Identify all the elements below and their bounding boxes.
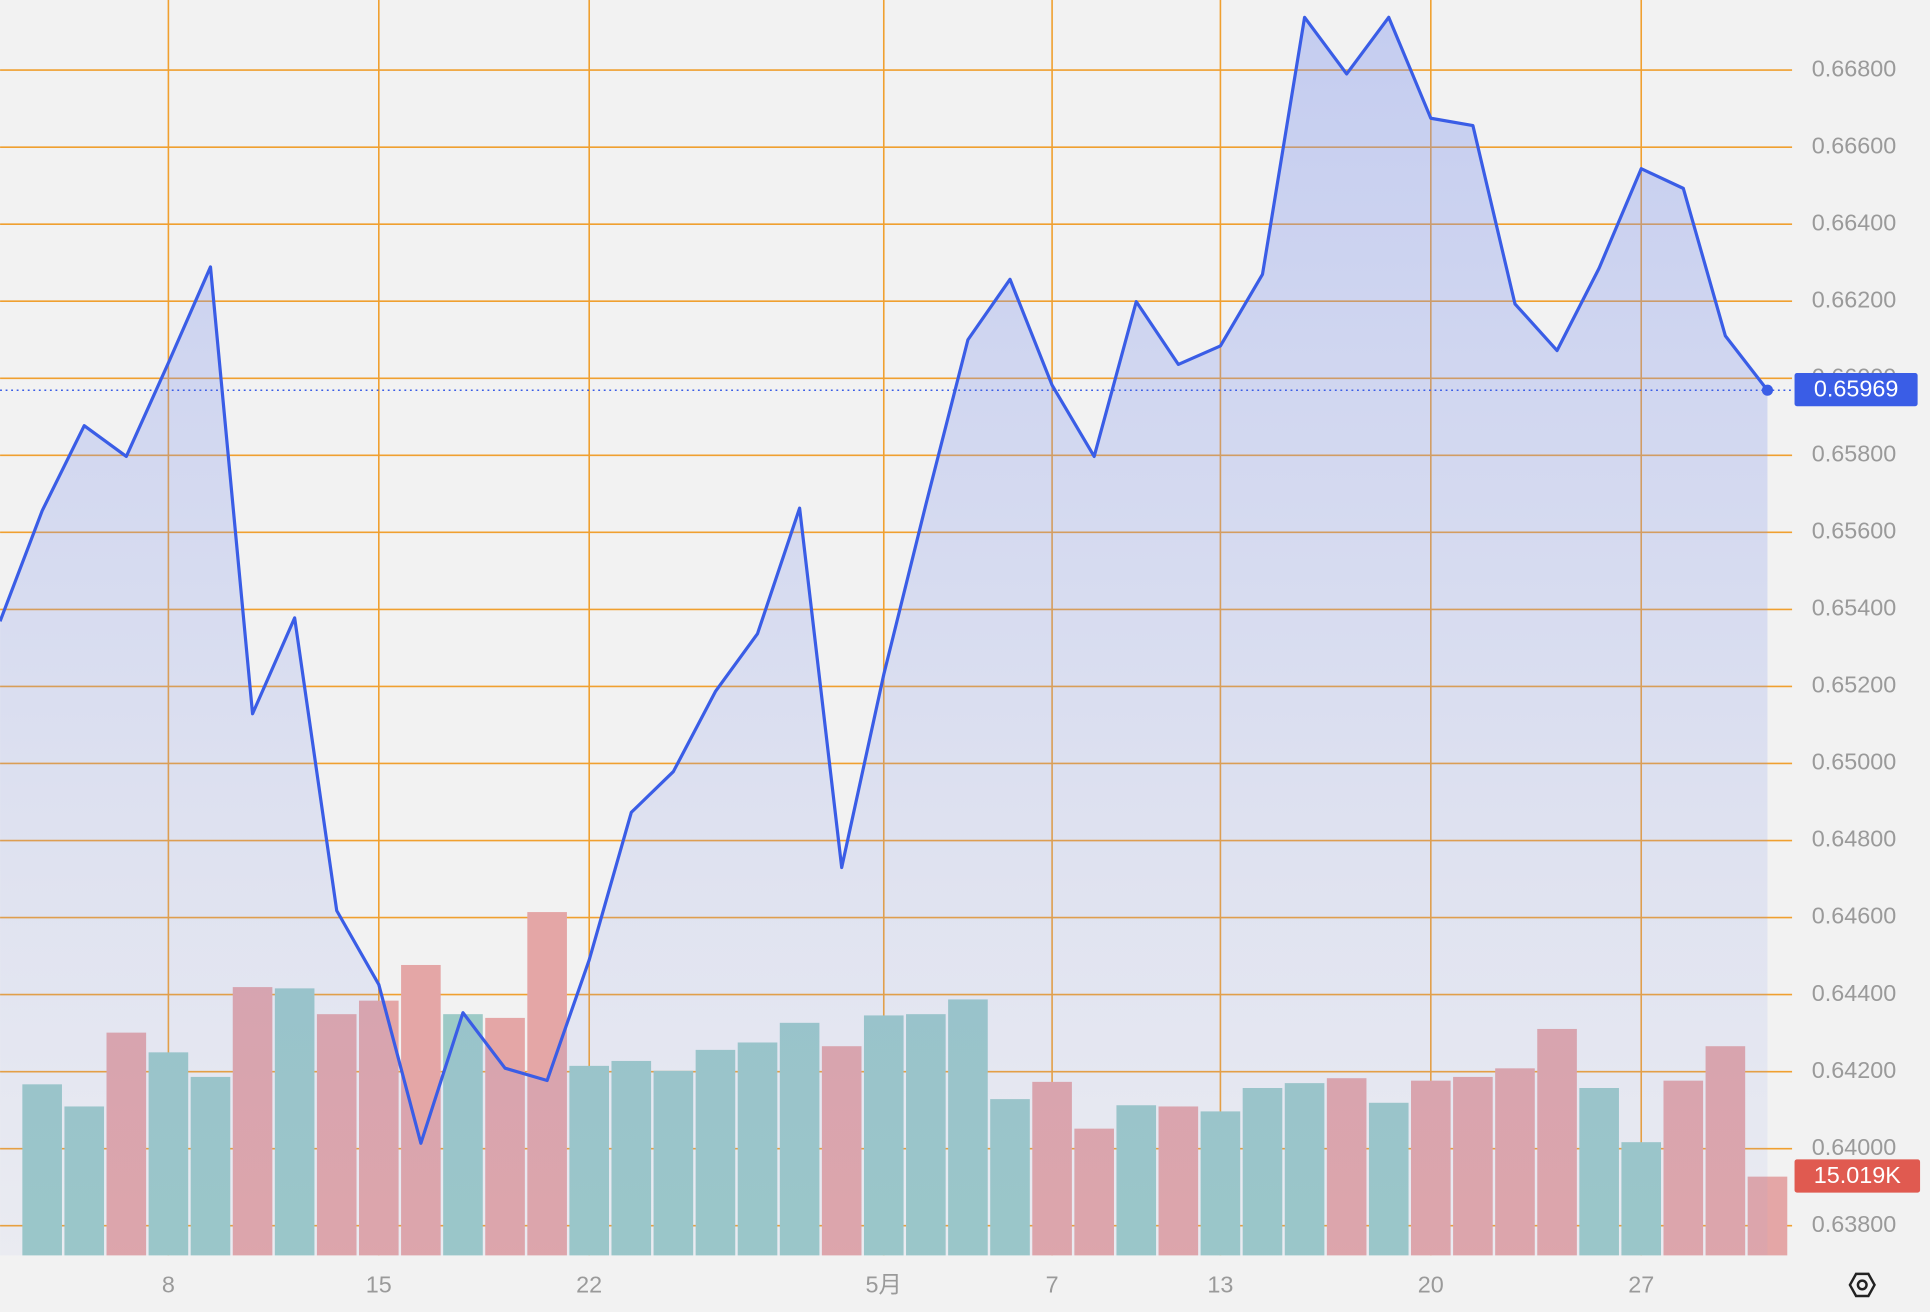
x-tick-label: 20 <box>1418 1271 1444 1297</box>
price-label: 0.65969 <box>1814 375 1899 401</box>
line <box>0 15 1769 1145</box>
settings-icon[interactable] <box>1848 1272 1876 1298</box>
x-tick-label: 15 <box>366 1271 392 1297</box>
y-tick-label: 0.66600 <box>1812 132 1897 158</box>
y-tick-label: 0.66400 <box>1812 209 1897 235</box>
x-tick-label: 13 <box>1207 1271 1233 1297</box>
y-tick-label: 0.64400 <box>1812 980 1897 1006</box>
x-tick-label: 22 <box>576 1271 602 1297</box>
y-tick-label: 0.64200 <box>1812 1057 1897 1083</box>
x-tick-label: 7 <box>1046 1271 1059 1297</box>
y-tick-label: 0.65000 <box>1812 749 1897 775</box>
last-point <box>1761 384 1773 396</box>
y-tick-label: 0.64800 <box>1812 826 1897 852</box>
y-tick-label: 0.65800 <box>1812 440 1897 466</box>
volume-label: 15.019K <box>1814 1162 1901 1188</box>
y-tick-label: 0.63800 <box>1812 1211 1897 1237</box>
area <box>0 17 1768 1256</box>
y-tick-label: 0.66200 <box>1812 286 1897 312</box>
price-label-box <box>1794 372 1918 407</box>
y-tick-label: 0.64000 <box>1812 1134 1897 1160</box>
x-tick-label: 27 <box>1628 1271 1654 1297</box>
x-tick-label: 8 <box>162 1271 175 1297</box>
x-tick-label: 5月 <box>866 1271 902 1297</box>
y-tick-label: 0.65400 <box>1812 595 1897 621</box>
y-tick-label: 0.65600 <box>1812 518 1897 544</box>
volume-label-box <box>1794 1159 1921 1193</box>
y-tick-label: 0.65200 <box>1812 672 1897 698</box>
y-tick-label: 0.66800 <box>1812 55 1897 81</box>
y-tick-label: 0.64600 <box>1812 903 1897 929</box>
